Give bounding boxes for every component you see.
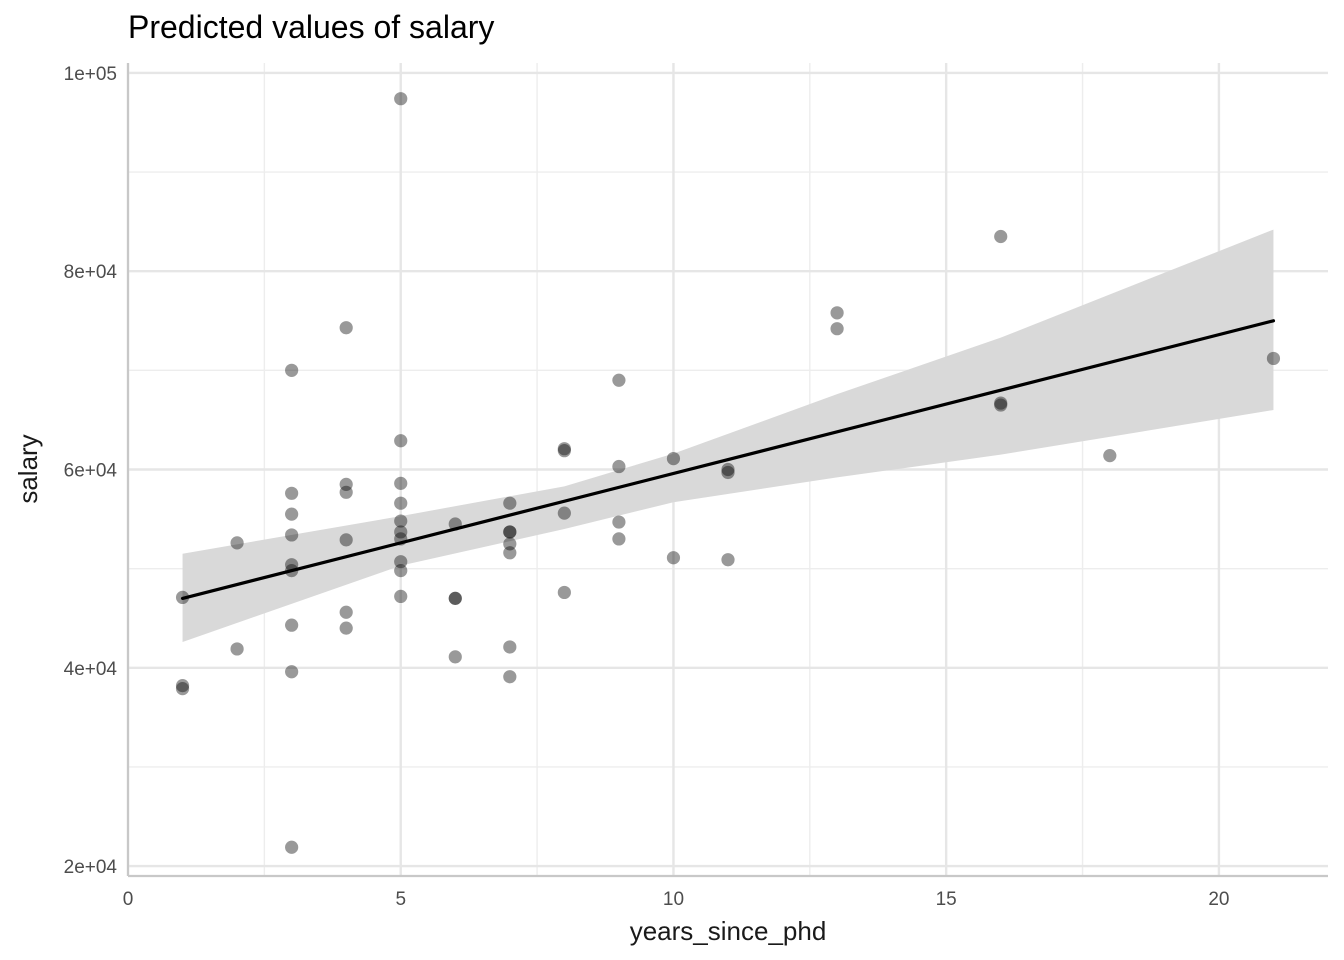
data-point (285, 363, 299, 377)
data-point (339, 477, 353, 491)
data-point (557, 444, 571, 458)
data-point (1103, 449, 1117, 463)
data-point (1266, 351, 1281, 366)
data-point (448, 650, 462, 664)
x-axis-label: years_since_phd (630, 916, 827, 946)
data-point (721, 465, 735, 480)
data-point (557, 585, 571, 600)
x-tick-label: 20 (1208, 889, 1229, 910)
data-point (285, 618, 299, 632)
data-point (394, 589, 408, 604)
data-point (394, 564, 408, 578)
data-point (994, 396, 1008, 410)
data-point (503, 640, 517, 654)
data-point (830, 306, 844, 320)
data-point (557, 506, 571, 520)
x-tick-labels: 0 5 10 15 20 (123, 889, 1230, 910)
data-point (666, 551, 681, 565)
data-point (503, 670, 517, 684)
data-point (285, 486, 299, 500)
y-tick-label: 6e+04 (64, 461, 118, 482)
data-point (175, 679, 190, 693)
data-point (557, 442, 571, 456)
chart-title: Predicted values of salary (128, 9, 494, 45)
data-point (230, 642, 244, 656)
data-point (339, 485, 353, 499)
data-point (394, 476, 408, 490)
data-point (503, 546, 517, 560)
data-point (394, 514, 408, 528)
data-point (612, 459, 626, 474)
fit-line (180, 319, 1276, 600)
data-point (503, 537, 517, 551)
data-point (394, 525, 408, 539)
fit-line-layer (180, 319, 1276, 600)
data-point (339, 321, 353, 335)
data-point (230, 536, 244, 550)
confidence-band-layer (182, 229, 1274, 643)
x-tick-label: 15 (936, 889, 957, 910)
data-point (830, 322, 844, 336)
data-point (339, 533, 353, 547)
data-point (721, 553, 735, 567)
data-point (448, 591, 462, 605)
data-point (285, 528, 299, 542)
data-point (994, 398, 1008, 412)
data-point (994, 229, 1008, 244)
y-tick-labels: 2e+04 4e+04 6e+04 8e+04 1e+05 (64, 64, 118, 878)
y-tick-label: 8e+04 (64, 262, 118, 283)
y-axis-label: salary (13, 434, 43, 503)
data-point (394, 555, 408, 569)
data-point (503, 525, 517, 539)
data-point (666, 451, 681, 466)
confidence-band (182, 229, 1274, 643)
data-point (612, 532, 626, 546)
data-point (612, 515, 626, 529)
data-point (721, 462, 735, 477)
axes (126, 63, 1328, 878)
data-point (503, 525, 517, 539)
data-points-layer (175, 92, 1281, 854)
data-point (285, 840, 299, 854)
data-point (394, 92, 408, 106)
data-point (503, 496, 517, 510)
data-point (612, 373, 626, 387)
data-point (285, 665, 299, 679)
y-tick-label: 4e+04 (64, 659, 118, 680)
data-point (339, 605, 353, 619)
x-tick-label: 0 (123, 889, 134, 910)
data-point (175, 682, 190, 696)
x-tick-label: 5 (395, 889, 406, 910)
x-tick-label: 10 (663, 889, 684, 910)
y-tick-label: 2e+04 (64, 857, 118, 878)
y-tick-label: 1e+05 (64, 64, 117, 85)
data-point (285, 507, 299, 521)
data-point (394, 496, 408, 510)
data-point (285, 558, 299, 572)
data-point (448, 591, 462, 605)
data-point (394, 434, 408, 448)
data-point (339, 621, 353, 635)
